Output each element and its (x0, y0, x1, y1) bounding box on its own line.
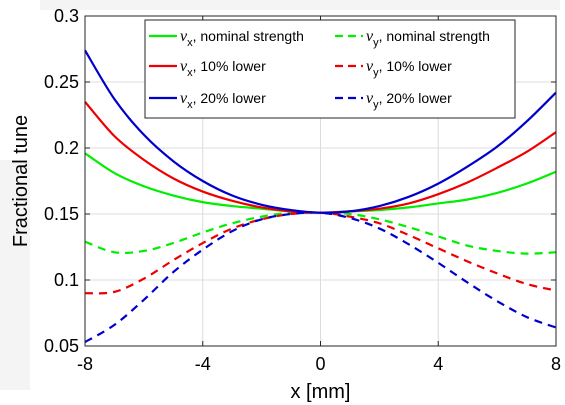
legend-entry-1: νy, nominal strength (335, 28, 490, 49)
legend-suffix: , nominal strength (379, 28, 490, 44)
legend-subscript: y (373, 37, 379, 49)
y-tick-label: 0.15 (44, 204, 79, 224)
series-line-5 (84, 211, 557, 343)
legend-entry-0: νx, nominal strength (149, 28, 304, 49)
y-tick-labels: 0.05 0.1 0.15 0.2 0.25 0.3 (44, 6, 79, 356)
x-tick-label: -8 (77, 354, 93, 374)
legend-subscript: y (373, 99, 379, 111)
y-tick-label: 0.3 (54, 6, 79, 26)
series-layer (84, 49, 557, 343)
decor-band-left (0, 160, 30, 390)
legend-entry-5: νy, 20% lower (335, 90, 452, 111)
legend-label: νy, 20% lower (366, 90, 452, 111)
legend-subscript: y (373, 67, 379, 79)
legend-label: νx, 20% lower (180, 90, 266, 111)
x-tick-label: -4 (195, 354, 211, 374)
tick-marks (84, 15, 557, 347)
legend-label: νy, nominal strength (366, 28, 490, 49)
y-tick-label: 0.25 (44, 72, 79, 92)
decor-band-top (40, 0, 560, 10)
legend-suffix: , 10% lower (379, 58, 452, 74)
legend-symbol: ν (366, 90, 374, 107)
legend-subscript: x (187, 67, 193, 79)
legend-subscript: x (187, 37, 193, 49)
legend-symbol: ν (180, 58, 188, 75)
series-line-4 (84, 49, 557, 214)
legend-entry-3: νy, 10% lower (335, 58, 452, 79)
legend-symbol: ν (366, 28, 374, 45)
y-axis-label: Fractional tune (10, 115, 32, 247)
legend-label: νx, nominal strength (180, 28, 304, 49)
legend-suffix: , 20% lower (193, 90, 266, 106)
x-tick-labels: -8 -4 0 4 8 (77, 354, 561, 374)
y-tick-label: 0.1 (54, 270, 79, 290)
legend-suffix: , 20% lower (379, 90, 452, 106)
x-axis-label: x [mm] (291, 381, 351, 403)
legend-symbol: ν (366, 58, 374, 75)
legend-entry-2: νx, 10% lower (149, 58, 266, 79)
legend-symbol: ν (180, 90, 188, 107)
legend-suffix: , 10% lower (193, 58, 266, 74)
legend-entry-4: νx, 20% lower (149, 90, 266, 111)
legend: νx, nominal strength νy, nominal strength… (144, 19, 516, 119)
x-tick-label: 0 (315, 354, 325, 374)
legend-label: νx, 10% lower (180, 58, 266, 79)
legend-subscript: x (187, 99, 193, 111)
legend-label: νy, 10% lower (366, 58, 452, 79)
legend-symbol: ν (180, 28, 188, 45)
legend-box (144, 19, 516, 119)
y-tick-label: 0.05 (44, 336, 79, 356)
x-tick-label: 4 (433, 354, 443, 374)
legend-suffix: , nominal strength (193, 28, 304, 44)
y-tick-label: 0.2 (54, 138, 79, 158)
x-tick-label: 8 (551, 354, 561, 374)
